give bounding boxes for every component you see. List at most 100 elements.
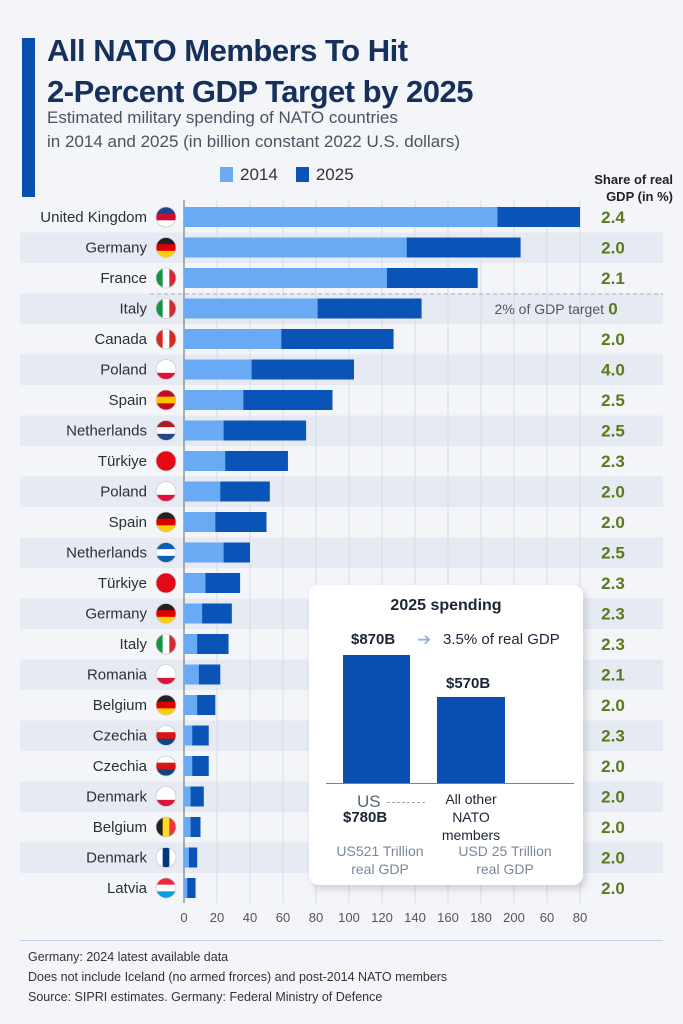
- flag-stripe: [156, 725, 176, 733]
- x-tick-label: 200: [503, 910, 525, 925]
- flag-stripe: [169, 298, 176, 319]
- country-label: Spain: [109, 514, 147, 531]
- bar-2014: [184, 847, 189, 868]
- flag-stripe: [156, 616, 176, 624]
- flag-stripes: [156, 298, 176, 319]
- flag-stripe: [156, 359, 176, 367]
- share-value: 2.3: [601, 574, 625, 593]
- bar-2025: [184, 878, 196, 898]
- flag-stripes: [156, 359, 176, 380]
- bar-2014: [184, 329, 282, 349]
- flag-stripe: [156, 220, 176, 227]
- share-value: 2.4: [601, 208, 625, 227]
- bar-2014: [184, 512, 216, 532]
- inset-2025-spending: 2025 spending $870B ➔ 3.5% of real GDP $…: [309, 585, 583, 885]
- bar-2014: [184, 237, 407, 258]
- poland-flag-icon: [155, 481, 177, 502]
- title-line-1: All NATO Members To Hit: [47, 33, 408, 68]
- flag-border: [155, 481, 177, 502]
- country-label: Germany: [85, 240, 147, 257]
- share-value: 2.3: [601, 605, 625, 624]
- target-line-label: 2% of GDP target: [495, 301, 605, 317]
- legend-label-2025: 2025: [315, 165, 354, 184]
- flag-stripes: [156, 237, 176, 258]
- others-label-2: NATO: [452, 809, 490, 825]
- bar-2014: [184, 878, 188, 898]
- x-tick-label: 160: [437, 910, 459, 925]
- x-tick-label: 60: [540, 910, 554, 925]
- footer-divider: [20, 940, 663, 941]
- poland-flag-icon: [155, 664, 177, 685]
- flag-stripe: [156, 586, 176, 593]
- flag-stripe: [156, 549, 176, 557]
- share-value: 2.0: [601, 330, 625, 349]
- bar-2014: [184, 725, 193, 746]
- flag-stripes: [156, 390, 176, 410]
- country-label: Czechia: [93, 728, 148, 745]
- others-gdp-line-2: real GDP: [476, 861, 534, 877]
- subtitle-line-1: Estimated military spending of NATO coun…: [47, 108, 398, 127]
- bar-2014: [184, 695, 198, 715]
- x-tick-label: 80: [573, 910, 587, 925]
- flag-stripe: [156, 213, 176, 221]
- flag-stripe: [156, 769, 176, 776]
- country-label: Belgium: [93, 819, 147, 836]
- country-label: Romania: [87, 667, 148, 684]
- flag-stripes: [156, 329, 176, 349]
- x-tick-label: 0: [180, 910, 187, 925]
- flag-stripes: [156, 451, 176, 471]
- flag-stripe: [156, 298, 164, 319]
- others-label-1: All other: [445, 791, 497, 807]
- country-label: Poland: [100, 362, 147, 379]
- flag-stripe: [156, 420, 176, 428]
- flag-stripe: [156, 738, 176, 746]
- flag-stripes: [156, 695, 176, 715]
- flag-stripes: [156, 634, 176, 654]
- row-band: [20, 415, 663, 446]
- flag-stripes: [156, 756, 176, 776]
- bar-2014: [184, 451, 226, 471]
- flag-border: [155, 450, 177, 472]
- x-tick-label: 140: [404, 910, 426, 925]
- us-value-label: $870B: [351, 631, 396, 648]
- flag-stripes: [156, 847, 176, 868]
- flag-border: [155, 664, 177, 685]
- bar-2014: [184, 481, 221, 502]
- italy-flag-icon: [155, 267, 177, 289]
- flag-border: [155, 847, 177, 868]
- country-label: Italy: [119, 636, 147, 653]
- share-header-line-1: Share of real: [594, 172, 673, 187]
- czechia-flag-icon: [155, 755, 177, 777]
- flag-stripe: [156, 701, 176, 709]
- title-accent-bar: [22, 38, 35, 197]
- country-label: Denmark: [86, 850, 147, 867]
- flag-stripe: [162, 298, 170, 319]
- flag-stripes: [156, 268, 176, 288]
- flag-stripe: [156, 525, 176, 532]
- flag-stripe: [156, 390, 176, 398]
- legend-swatch-2025: [295, 167, 309, 182]
- flag-stripe: [156, 677, 176, 685]
- share-header-line-2: GDP (in %): [606, 189, 673, 204]
- flag-stripe: [156, 884, 176, 892]
- flag-stripe: [156, 542, 176, 550]
- share-value: 2.3: [601, 727, 625, 746]
- country-label: Poland: [100, 484, 147, 501]
- footer-note-1: Germany: 2024 latest available data: [28, 950, 229, 964]
- flag-stripe: [156, 579, 176, 587]
- share-value: 2.0: [601, 696, 625, 715]
- share-value: 0: [608, 300, 617, 319]
- flag-border: [155, 877, 177, 899]
- flag-stripe: [156, 793, 176, 801]
- flag-stripe: [156, 610, 176, 618]
- flag-stripe: [156, 244, 176, 252]
- us-gdp-line-2: real GDP: [351, 861, 409, 877]
- flag-stripe: [156, 518, 176, 526]
- flag-stripes: [156, 481, 176, 502]
- flag-stripe: [156, 671, 176, 679]
- flag-border: [155, 328, 177, 350]
- legend-item-2014: 2014: [220, 165, 278, 185]
- flag-stripe: [156, 847, 164, 868]
- bar-2014: [184, 603, 203, 624]
- flag-stripes: [156, 420, 176, 441]
